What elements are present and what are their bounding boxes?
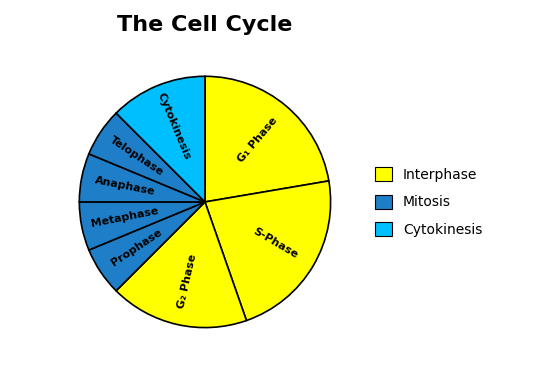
Title: The Cell Cycle: The Cell Cycle xyxy=(117,15,292,35)
Wedge shape xyxy=(79,202,205,250)
Wedge shape xyxy=(205,181,330,321)
Wedge shape xyxy=(116,202,247,328)
Text: S-Phase: S-Phase xyxy=(251,226,300,261)
Text: G₂ Phase: G₂ Phase xyxy=(176,254,198,310)
Text: Anaphase: Anaphase xyxy=(94,175,156,197)
Legend: Interphase, Mitosis, Cytokinesis: Interphase, Mitosis, Cytokinesis xyxy=(375,167,483,237)
Text: Prophase: Prophase xyxy=(110,227,164,268)
Text: Telophase: Telophase xyxy=(108,135,166,178)
Wedge shape xyxy=(116,76,205,202)
Text: Cytokinesis: Cytokinesis xyxy=(155,91,192,162)
Text: Metaphase: Metaphase xyxy=(90,206,160,230)
Text: G₁ Phase: G₁ Phase xyxy=(236,115,280,164)
Wedge shape xyxy=(205,76,329,202)
Wedge shape xyxy=(79,154,205,202)
Wedge shape xyxy=(89,113,205,202)
Wedge shape xyxy=(89,202,205,291)
